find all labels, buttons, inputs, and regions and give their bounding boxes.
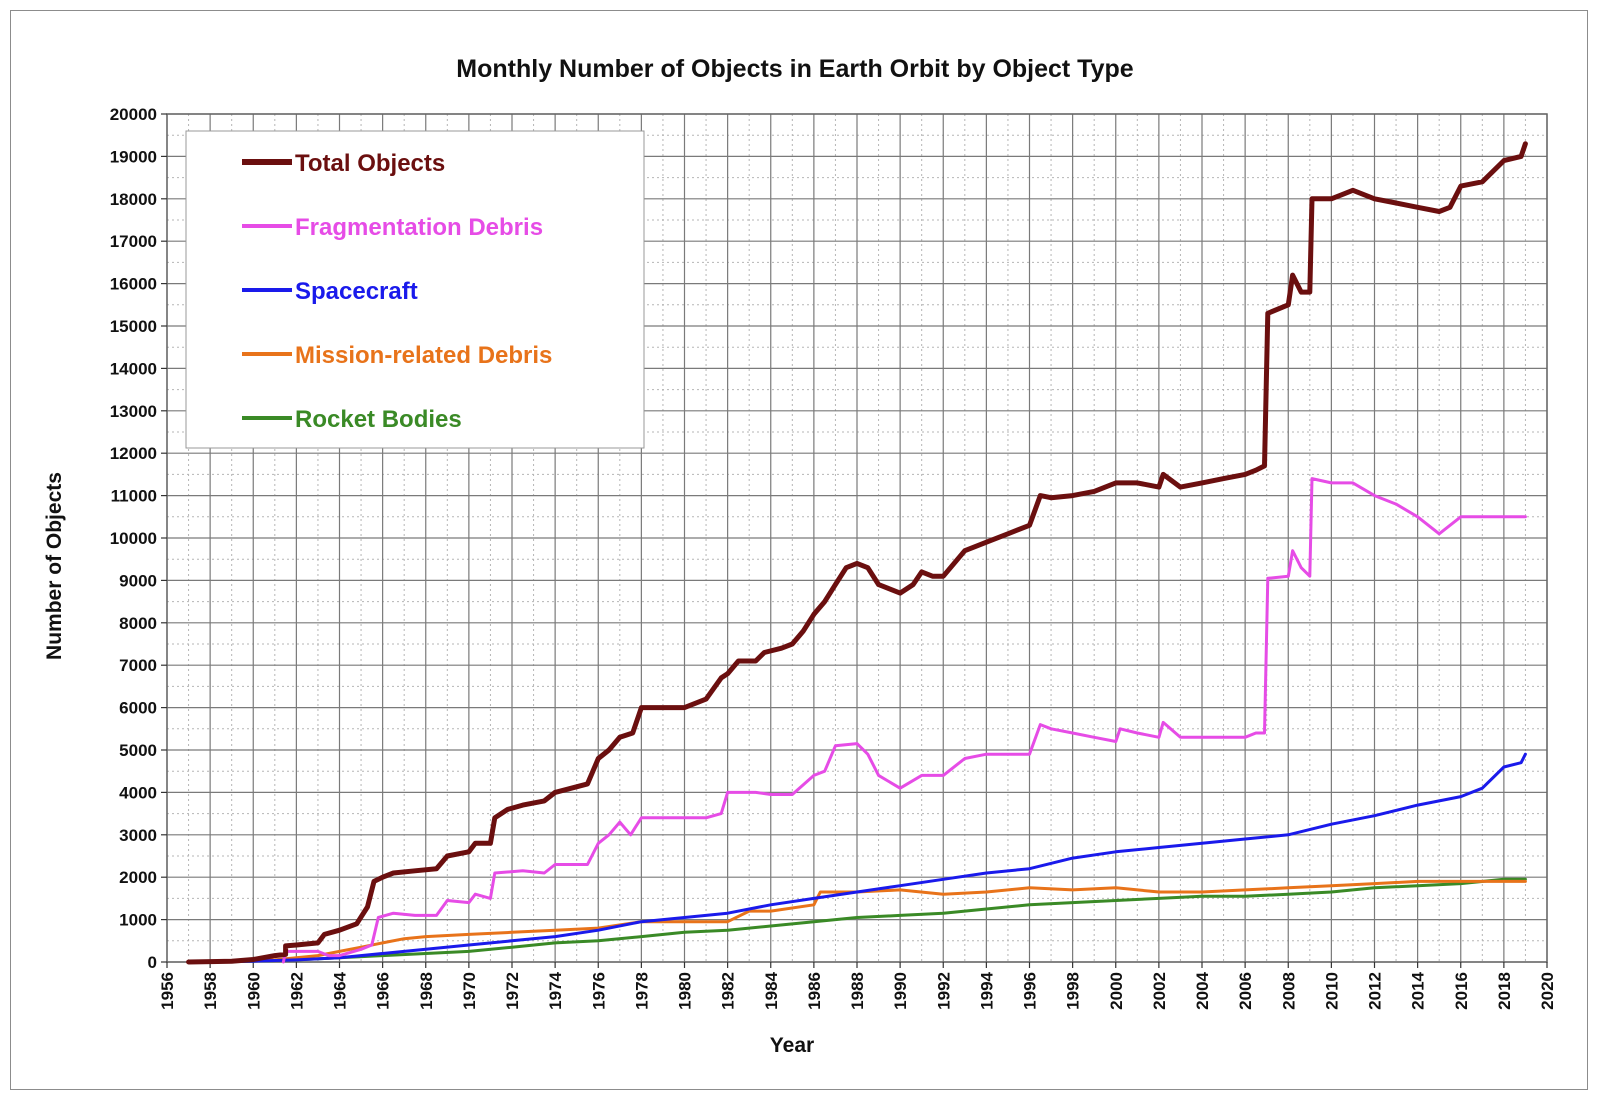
x-tick-label: 1968 [417,972,436,1010]
y-tick-label: 5000 [119,741,157,760]
y-tick-label: 7000 [119,656,157,675]
y-tick-label: 13000 [110,402,157,421]
x-tick-label: 1976 [589,972,608,1010]
y-tick-label: 3000 [119,826,157,845]
y-tick-label: 8000 [119,614,157,633]
legend-label-mission-related-debris: Mission-related Debris [295,342,552,369]
series-line-rocket-bodies [187,877,1527,964]
series-line-total-objects [186,141,1528,965]
x-tick-label: 2002 [1150,972,1169,1010]
y-tick-label: 16000 [110,275,157,294]
y-tick-label: 0 [148,953,157,972]
chart-title: Monthly Number of Objects in Earth Orbit… [456,55,1133,83]
x-tick-label: 1994 [977,971,996,1009]
y-tick-label: 11000 [111,487,157,506]
x-tick-label: 1980 [676,972,695,1010]
y-tick-label: 12000 [110,444,157,463]
y-tick-label: 9000 [119,571,157,590]
x-tick-label: 1986 [805,972,824,1010]
y-tick-label: 19000 [110,147,157,166]
x-tick-label: 1992 [934,972,953,1010]
x-tick-label: 2020 [1538,972,1557,1010]
series-line-fragmentation-debris [281,477,1527,964]
x-tick-label: 2012 [1366,972,1385,1010]
legend: Total Objects Fragmentation Debris Spacecr… [185,130,645,449]
axis-ticks: 1956 1958 1960 1962 1964 1966 1968 1970 1972 1974… [110,105,1557,1010]
legend-label-spacecraft: Spacecraft [295,278,418,305]
x-tick-label: 1982 [719,972,738,1010]
x-tick-label: 1966 [374,972,393,1010]
x-tick-label: 2010 [1322,972,1341,1010]
y-tick-label: 14000 [110,359,157,378]
x-tick-label: 2018 [1495,972,1514,1010]
x-tick-label: 1970 [460,972,479,1010]
y-tick-label: 10000 [110,529,157,548]
y-tick-label: 4000 [119,783,157,802]
x-tick-label: 1960 [244,972,263,1010]
x-tick-label: 1988 [848,972,867,1010]
x-tick-label: 1964 [331,971,350,1009]
x-tick-label: 1972 [503,972,522,1010]
x-tick-label: 1996 [1021,972,1040,1010]
y-tick-label: 20000 [110,105,157,124]
series-lines [186,141,1528,965]
y-tick-label: 18000 [110,190,157,209]
x-tick-label: 2006 [1236,972,1255,1010]
x-tick-label: 1956 [158,972,177,1010]
x-tick-label: 2004 [1193,971,1212,1009]
x-axis-label: Year [770,1034,814,1057]
y-tick-label: 1000 [119,911,157,930]
x-tick-label: 1958 [201,972,220,1010]
series-line-spacecraft [187,752,1527,964]
legend-label-rocket-bodies: Rocket Bodies [295,406,462,433]
y-tick-label: 17000 [110,232,157,251]
x-tick-label: 1998 [1064,972,1083,1010]
x-tick-label: 1984 [762,971,781,1009]
x-tick-label: 2000 [1107,972,1126,1010]
y-axis-label: Number of Objects [43,472,66,660]
y-tick-label: 6000 [119,699,157,718]
legend-label-fragmentation-debris: Fragmentation Debris [295,214,543,241]
x-tick-label: 2016 [1452,972,1471,1010]
x-tick-label: 1962 [287,972,306,1010]
x-tick-label: 1978 [632,972,651,1010]
y-tick-label: 2000 [119,868,157,887]
x-tick-label: 2014 [1409,971,1428,1009]
x-tick-label: 2008 [1279,972,1298,1010]
x-tick-label: 1990 [891,972,910,1010]
y-tick-label: 15000 [110,317,157,336]
legend-label-total-objects: Total Objects [295,150,445,177]
x-tick-label: 1974 [546,971,565,1009]
